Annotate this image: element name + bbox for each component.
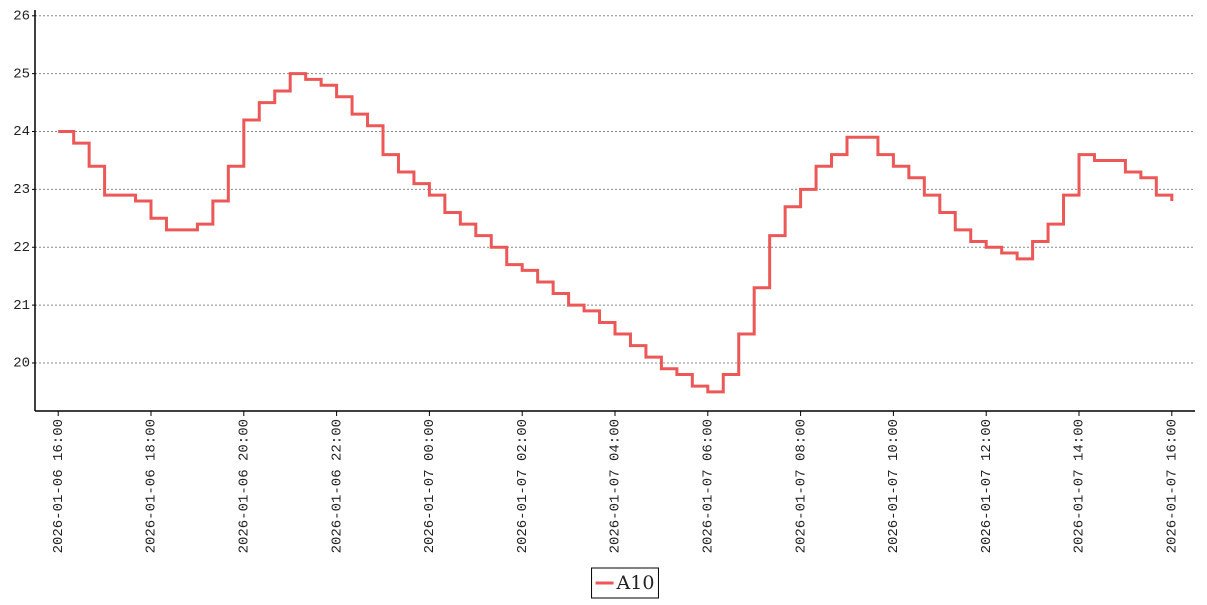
y-tick-label: 24 (13, 124, 30, 140)
x-tick-label: 2026-01-07 04:00 (608, 419, 624, 553)
x-tick-label: 2026-01-07 02:00 (515, 419, 531, 553)
y-tick-label: 23 (13, 182, 30, 198)
x-tick-label: 2026-01-07 08:00 (793, 419, 809, 553)
x-tick-label: 2026-01-06 20:00 (237, 419, 253, 553)
x-tick-label: 2026-01-06 16:00 (51, 419, 67, 553)
x-tick-label: 2026-01-07 06:00 (701, 419, 717, 553)
x-tick-label: 2026-01-06 18:00 (144, 419, 160, 553)
y-tick-label: 20 (13, 356, 30, 372)
data-line (58, 72, 1174, 394)
legend-box (591, 567, 659, 599)
y-tick-label: 22 (13, 240, 30, 256)
legend-label: A10 (616, 572, 655, 594)
x-tick-label: 2026-01-07 16:00 (1165, 419, 1181, 553)
x-tick-label: 2026-01-07 10:00 (886, 419, 902, 553)
y-tick-label: 21 (13, 298, 30, 314)
x-tick-label: 2026-01-07 00:00 (422, 419, 438, 553)
legend: A10 (591, 567, 659, 599)
x-tick-label: 2026-01-07 12:00 (979, 419, 995, 553)
y-tick-label: 26 (13, 8, 30, 24)
y-tick-label: 25 (13, 66, 30, 82)
x-tick-label: 2026-01-07 14:00 (1072, 419, 1088, 553)
x-tick-label: 2026-01-06 22:00 (329, 419, 345, 553)
legend-item: A10 (595, 572, 655, 594)
